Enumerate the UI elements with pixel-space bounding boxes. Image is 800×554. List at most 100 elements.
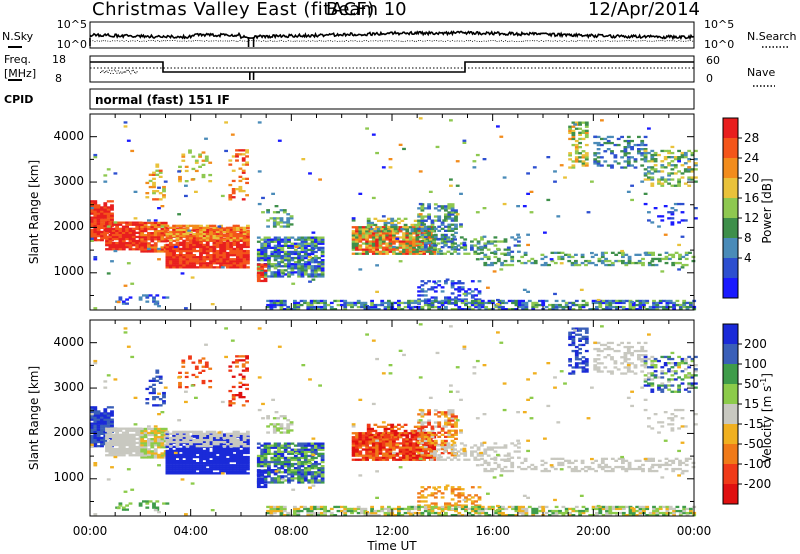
data-cell [242, 249, 247, 253]
data-cell [185, 232, 190, 236]
data-cell [433, 235, 438, 239]
data-cell [621, 305, 626, 309]
data-cell [208, 161, 213, 164]
data-cell [297, 456, 301, 460]
data-cell [684, 257, 689, 261]
data-cell [317, 265, 322, 268]
data-cell [202, 438, 207, 442]
data-cell [682, 301, 687, 305]
data-cell [93, 224, 98, 227]
data-cell [286, 223, 291, 226]
data-cell [232, 239, 237, 242]
data-cell [93, 216, 98, 219]
data-cell [405, 234, 410, 237]
data-cell [219, 455, 223, 459]
data-cell [306, 301, 311, 305]
data-cell [236, 260, 240, 263]
noise-right-tick-bottom: 10^0 [704, 38, 734, 51]
data-cell [433, 219, 438, 222]
data-cell [175, 460, 180, 463]
data-cell [90, 220, 94, 223]
data-cell [395, 442, 400, 445]
data-cell [282, 301, 287, 305]
data-cell [365, 448, 369, 451]
data-cell [246, 258, 250, 261]
data-cell [283, 238, 288, 241]
data-cell [584, 158, 589, 161]
data-cell [670, 160, 675, 163]
data-cell [584, 152, 589, 155]
data-cell [178, 449, 183, 453]
data-cell [574, 143, 579, 147]
data-cell [683, 170, 688, 173]
data-cell [130, 149, 135, 153]
data-cell [317, 469, 322, 472]
data-cell [370, 229, 374, 233]
data-cell [420, 229, 425, 232]
data-cell [270, 265, 275, 268]
data-cell [256, 479, 261, 482]
data-cell [297, 450, 301, 453]
data-cell [96, 434, 101, 438]
data-cell [303, 236, 308, 239]
data-cell [314, 456, 318, 460]
data-cell [378, 242, 383, 245]
data-cell [121, 233, 126, 237]
data-cell [228, 404, 233, 407]
data-cell [205, 453, 210, 457]
data-cell [115, 443, 119, 447]
data-cell [194, 161, 199, 164]
data-cell [603, 137, 608, 141]
data-cell [222, 251, 227, 255]
data-cell [568, 127, 572, 130]
data-cell [182, 445, 187, 448]
data-cell [385, 440, 390, 443]
data-cell [128, 223, 133, 226]
data-cell [202, 432, 207, 435]
data-cell [320, 473, 325, 476]
data-cell [143, 225, 148, 229]
data-cell [209, 230, 213, 234]
data-cell [192, 245, 197, 249]
data-cell [435, 145, 440, 149]
data-cell [529, 211, 534, 214]
data-cell [581, 154, 586, 157]
data-cell [371, 244, 376, 247]
data-cell [303, 450, 308, 453]
data-cell [365, 246, 369, 249]
data-cell [232, 230, 237, 234]
data-cell [152, 198, 156, 201]
data-cell [375, 226, 379, 229]
data-cell [314, 269, 318, 272]
data-cell [610, 166, 614, 169]
data-cell [168, 245, 173, 249]
data-cell [308, 280, 312, 283]
data-cell [172, 445, 176, 448]
data-cell [480, 299, 485, 303]
data-cell [635, 299, 640, 303]
data-cell [387, 299, 391, 303]
data-cell [210, 303, 215, 306]
data-cell [310, 265, 315, 268]
data-cell [621, 251, 625, 254]
data-cell [231, 155, 236, 158]
data-cell [487, 301, 492, 305]
data-cell [199, 232, 203, 236]
data-cell [423, 299, 428, 303]
data-cell [685, 308, 690, 311]
data-cell [115, 231, 119, 234]
data-cell [225, 466, 230, 469]
data-cell [140, 232, 145, 235]
data-cell [626, 190, 631, 193]
data-cell [168, 468, 173, 471]
data-cell [427, 233, 431, 237]
data-cell [310, 240, 315, 243]
data-cell [501, 301, 505, 305]
data-cell [202, 260, 207, 263]
data-cell [105, 221, 109, 224]
data-cell [282, 299, 287, 303]
data-cell [178, 386, 182, 389]
data-cell [621, 261, 625, 265]
data-cell [474, 301, 478, 305]
